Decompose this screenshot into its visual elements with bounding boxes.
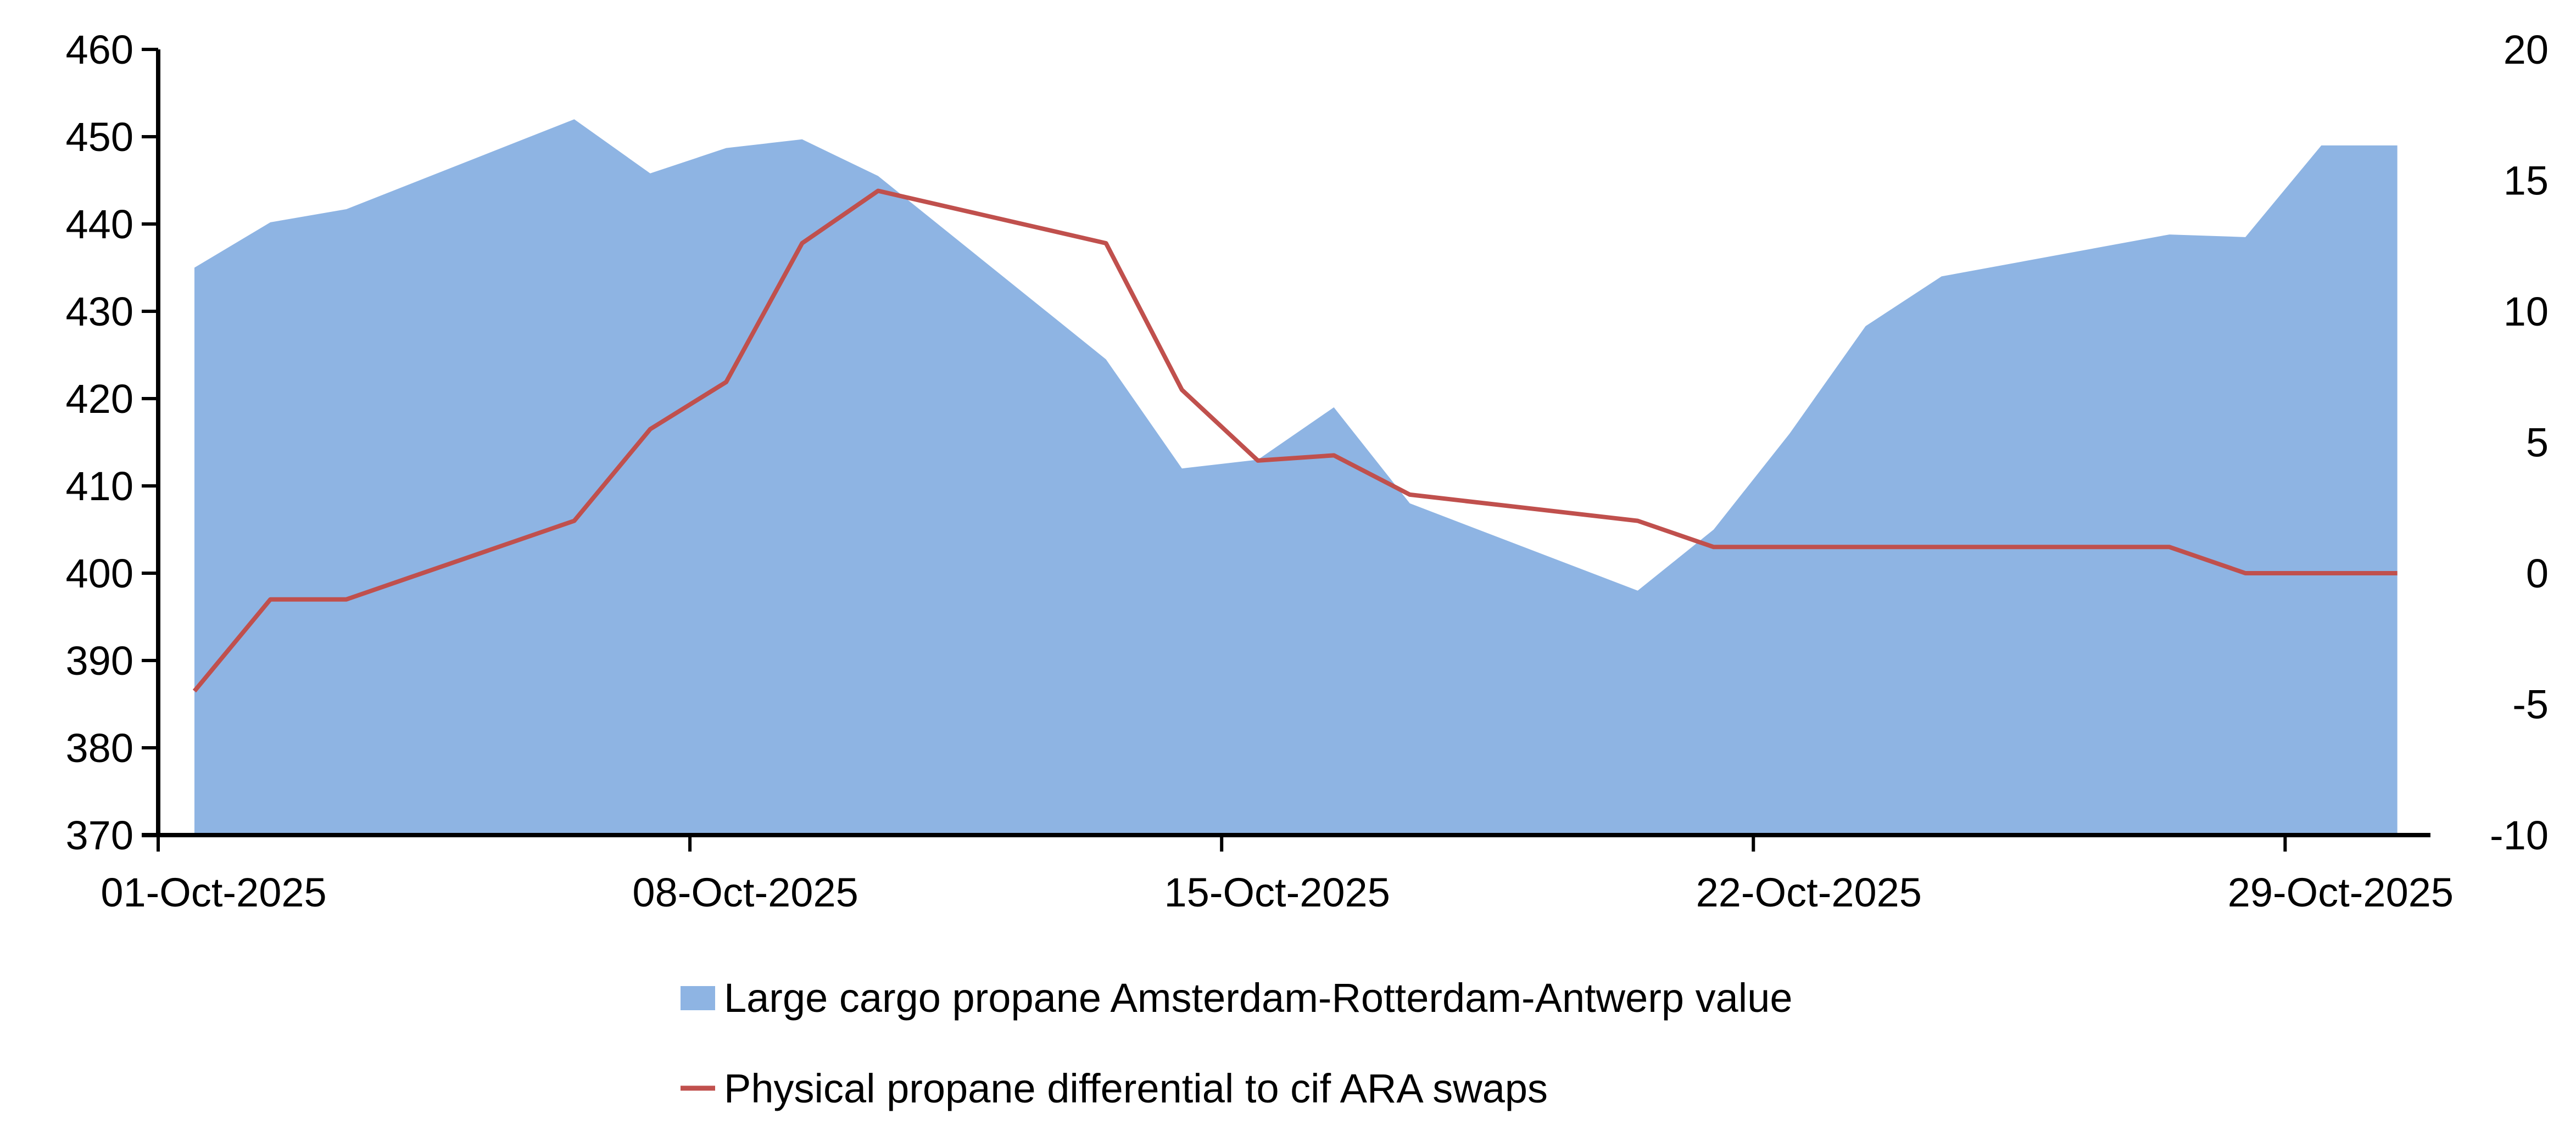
left-axis-tick-label: 440 xyxy=(66,201,133,247)
x-axis-tick-label: 15-Oct-2025 xyxy=(1164,870,1390,915)
right-axis-tick-label: 0 xyxy=(2526,551,2549,596)
legend-label-line: Physical propane differential to cif ARA… xyxy=(724,1066,1548,1111)
left-axis-tick-label: 390 xyxy=(66,638,133,684)
x-axis-tick-label: 22-Oct-2025 xyxy=(1696,870,1922,915)
left-axis-tick-label: 420 xyxy=(66,376,133,422)
left-axis-tick-label: 430 xyxy=(66,289,133,334)
area-layer xyxy=(194,119,2397,836)
right-axis-tick-label: -10 xyxy=(2490,813,2549,858)
legend-swatch-area xyxy=(681,986,715,1010)
left-axis-tick-label: 370 xyxy=(66,813,133,858)
area-series-propane-ara-value xyxy=(194,119,2397,836)
left-axis-tick-label: 410 xyxy=(66,463,133,509)
x-axis-tick-label: 29-Oct-2025 xyxy=(2228,870,2454,915)
right-axis-tick-label: 20 xyxy=(2503,27,2549,72)
right-axis-tick-label: 5 xyxy=(2526,420,2549,466)
axes: 370 380 390 400 410 420 430 440 450 460 -10 -5 0 5 10 1… xyxy=(66,27,2549,915)
right-axis-tick-label: 10 xyxy=(2503,289,2549,334)
x-axis-tick-label: 08-Oct-2025 xyxy=(632,870,858,915)
legend: Large cargo propane Amsterdam-Rotterdam-… xyxy=(681,975,1793,1111)
line-series-propane-differential xyxy=(192,188,2397,693)
left-axis-tick-label: 450 xyxy=(66,114,133,160)
line-layer xyxy=(192,188,2397,693)
left-axis-tick-label: 460 xyxy=(66,27,133,72)
left-axis-tick-label: 400 xyxy=(66,551,133,596)
right-axis-tick-label: 15 xyxy=(2503,158,2549,204)
x-axis-tick-label: 01-Oct-2025 xyxy=(101,870,326,915)
right-axis-tick-label: -5 xyxy=(2512,682,2549,727)
legend-label-area: Large cargo propane Amsterdam-Rotterdam-… xyxy=(724,975,1793,1021)
left-axis-tick-label: 380 xyxy=(66,725,133,771)
